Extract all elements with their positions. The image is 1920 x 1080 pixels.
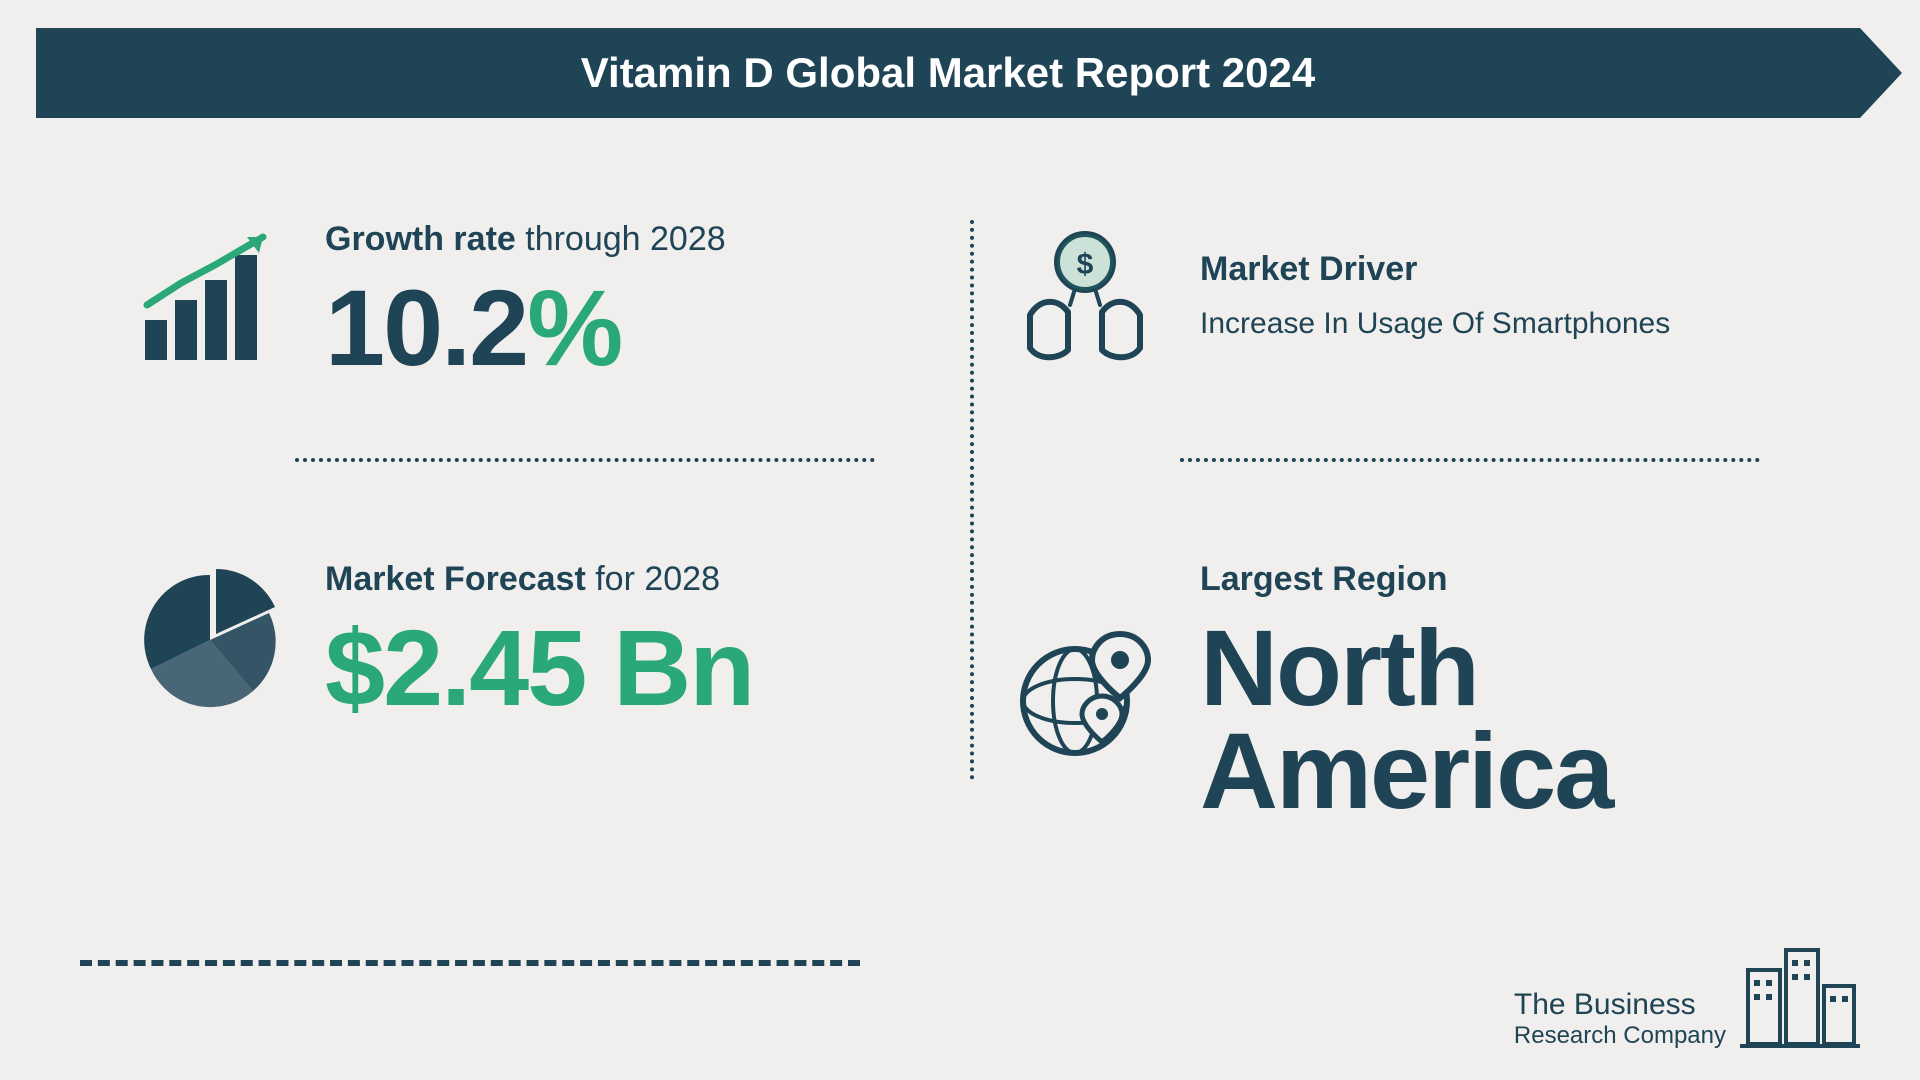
globe-pin-icon bbox=[1010, 616, 1160, 766]
forecast-label: Market Forecast for 2028 bbox=[325, 560, 915, 599]
driver-description: Increase In Usage Of Smartphones bbox=[1200, 307, 1790, 341]
svg-text:$: $ bbox=[1077, 248, 1094, 281]
logo-line1: The Business bbox=[1514, 988, 1726, 1023]
divider-dots-vertical bbox=[970, 220, 974, 780]
logo-buildings-icon bbox=[1740, 930, 1860, 1050]
growth-value: 10.2% bbox=[325, 277, 915, 380]
growth-rate-block: Growth rate through 2028 10.2% bbox=[135, 220, 915, 380]
region-label: Largest Region bbox=[1200, 560, 1790, 599]
market-driver-block: $ Market Driver Increase In Usage Of Sma… bbox=[1010, 220, 1790, 370]
largest-region-block: Largest Region North America bbox=[1010, 560, 1790, 822]
title-text: Vitamin D Global Market Report 2024 bbox=[581, 49, 1315, 97]
company-logo: The Business Research Company bbox=[1514, 930, 1860, 1050]
growth-label: Growth rate through 2028 bbox=[325, 220, 915, 259]
pie-chart-icon bbox=[135, 565, 285, 715]
divider-dots-left bbox=[295, 458, 875, 462]
divider-dots-right bbox=[1180, 458, 1760, 462]
forecast-value: $2.45 Bn bbox=[325, 617, 915, 720]
title-bar: Vitamin D Global Market Report 2024 bbox=[36, 28, 1860, 118]
bottom-dash-line bbox=[80, 960, 860, 966]
growth-chart-icon bbox=[135, 225, 285, 375]
region-value: North America bbox=[1200, 617, 1790, 822]
hands-money-icon: $ bbox=[1010, 220, 1160, 370]
title-ribbon-tip bbox=[1860, 28, 1902, 118]
market-forecast-block: Market Forecast for 2028 $2.45 Bn bbox=[135, 560, 915, 720]
logo-line2: Research Company bbox=[1514, 1022, 1726, 1050]
driver-label: Market Driver bbox=[1200, 250, 1790, 289]
